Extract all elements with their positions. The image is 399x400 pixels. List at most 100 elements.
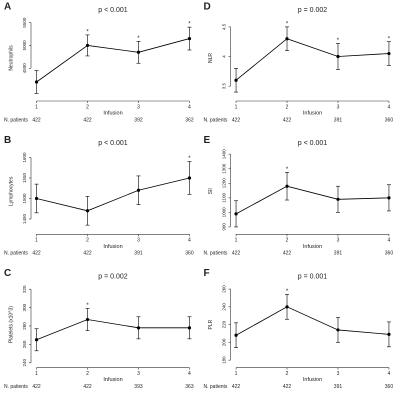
n-patients-value: 422 — [83, 251, 92, 257]
panel-title: p < 0.001 — [298, 140, 327, 147]
y-tick-label: 3.5 — [222, 83, 227, 90]
significance-mark: * — [286, 167, 289, 173]
n-patients-value: 422 — [232, 251, 241, 257]
x-tick-label: 2 — [286, 238, 289, 244]
data-point — [136, 50, 141, 54]
n-patients-value: 360 — [385, 251, 394, 257]
x-tick-label: 4 — [388, 371, 391, 377]
x-tick-label: 4 — [388, 104, 391, 110]
panel-label: C — [4, 268, 11, 279]
x-axis-label: Infusion — [103, 244, 122, 250]
panel-label: B — [4, 135, 11, 146]
data-point — [387, 196, 391, 200]
significance-mark: * — [188, 22, 191, 28]
panel-label: F — [204, 268, 210, 279]
data-point — [85, 43, 90, 48]
data-line — [36, 38, 190, 83]
y-tick-label: 1100 — [222, 193, 227, 203]
n-patients-label: N. patients — [4, 384, 28, 390]
significance-mark: * — [388, 36, 391, 42]
n-patients-value: 362 — [185, 117, 194, 123]
y-tick-label: 1600 — [22, 152, 27, 163]
data-point — [234, 212, 238, 216]
data-point — [34, 196, 39, 201]
n-patients-value: 391 — [334, 117, 343, 123]
y-tick-label: 1450 — [22, 213, 27, 224]
data-point — [336, 328, 340, 332]
n-patients-value: 422 — [83, 384, 92, 390]
y-tick-label: 280 — [22, 322, 27, 330]
y-tick-label: 4.5 — [222, 23, 227, 30]
y-tick-label: 240 — [22, 359, 27, 367]
n-patients-value: 422 — [32, 384, 41, 390]
x-tick-label: 1 — [235, 371, 238, 377]
data-point — [85, 317, 90, 322]
data-point — [187, 326, 192, 330]
data-line — [36, 319, 190, 341]
y-tick-label: 260 — [22, 340, 27, 348]
panel-title: p = 0.002 — [298, 7, 327, 14]
data-point — [336, 197, 340, 201]
panel-title: p = 0.002 — [98, 273, 127, 280]
data-point — [34, 338, 39, 342]
y-axis-label: NLR — [208, 53, 214, 63]
y-axis-label: PLR — [208, 319, 214, 329]
y-axis-label: SII — [208, 188, 214, 194]
x-axis-label: Infusion — [303, 377, 322, 383]
panel-label: D — [204, 2, 211, 13]
panel-label: A — [4, 2, 11, 13]
y-tick-label: 5000 — [22, 40, 27, 51]
x-tick-label: 2 — [86, 104, 89, 110]
data-point — [136, 326, 141, 330]
data-point — [234, 78, 238, 82]
n-patients-label: N. patients — [204, 251, 228, 257]
significance-mark: * — [86, 303, 89, 309]
data-point — [34, 80, 39, 84]
n-patients-value: 422 — [232, 384, 241, 390]
data-line — [36, 177, 190, 212]
data-point — [285, 37, 289, 41]
x-axis-label: Infusion — [103, 110, 122, 116]
x-tick-label: 4 — [388, 238, 391, 244]
n-patients-value: 363 — [185, 384, 194, 390]
n-patients-value: 422 — [83, 117, 92, 123]
x-tick-label: 3 — [337, 104, 340, 110]
x-tick-label: 2 — [286, 104, 289, 110]
x-tick-label: 3 — [337, 371, 340, 377]
x-tick-label: 4 — [188, 371, 191, 377]
data-line — [235, 38, 389, 81]
y-tick-label: 1200 — [222, 178, 227, 189]
panel-title: p < 0.001 — [98, 7, 127, 14]
y-tick-label: 1550 — [22, 172, 27, 183]
n-patients-label: N. patients — [204, 117, 228, 123]
x-tick-label: 1 — [35, 371, 38, 377]
x-tick-label: 4 — [188, 238, 191, 244]
x-axis-label: Infusion — [103, 377, 122, 383]
data-line — [235, 185, 389, 215]
data-point — [285, 305, 289, 309]
y-tick-label: 4500 — [22, 63, 27, 74]
data-point — [136, 188, 141, 192]
x-tick-label: 1 — [35, 104, 38, 110]
y-tick-label: 180 — [222, 356, 227, 364]
n-patients-value: 391 — [334, 251, 343, 257]
x-tick-label: 2 — [286, 371, 289, 377]
data-point — [187, 36, 192, 41]
panel-title: p = 0.001 — [298, 273, 327, 280]
y-tick-label: 200 — [222, 338, 227, 346]
significance-mark: * — [137, 36, 140, 42]
significance-mark: * — [188, 156, 191, 162]
n-patients-value: 422 — [32, 251, 41, 257]
n-patients-label: N. patients — [4, 251, 28, 257]
x-tick-label: 2 — [86, 371, 89, 377]
n-patients-label: N. patients — [204, 384, 228, 390]
x-tick-label: 1 — [235, 238, 238, 244]
n-patients-value: 422 — [283, 384, 292, 390]
n-patients-value: 422 — [232, 117, 241, 123]
y-tick-label: 1000 — [222, 207, 227, 218]
n-patients-value: 422 — [32, 117, 41, 123]
n-patients-value: 391 — [134, 251, 143, 257]
y-tick-label: 300 — [22, 303, 27, 311]
data-line — [235, 306, 389, 336]
